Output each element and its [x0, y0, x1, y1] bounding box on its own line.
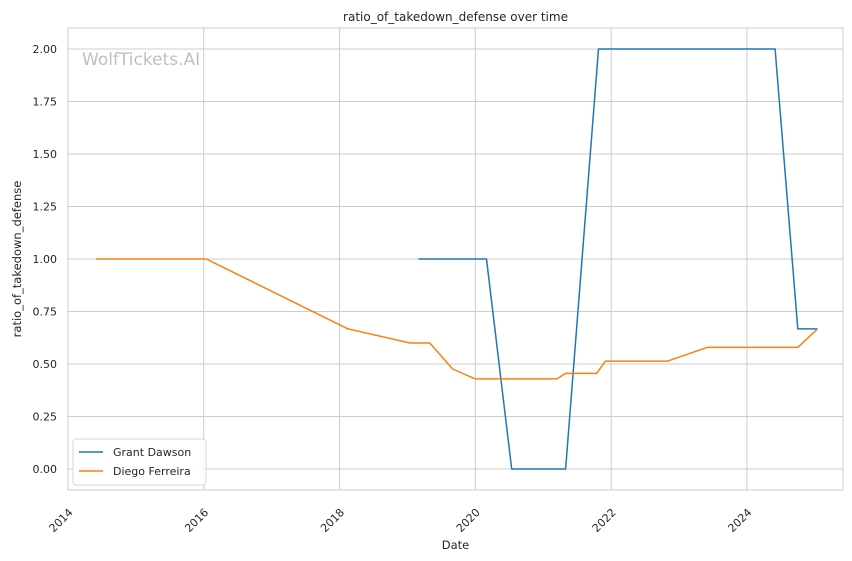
y-tick-label: 0.75 — [33, 306, 58, 319]
series-layer — [96, 48, 819, 470]
x-axis-title: Date — [442, 538, 470, 552]
y-tick-label: 1.00 — [33, 253, 58, 266]
legend-box — [72, 438, 207, 486]
legend: Grant Dawson Diego Ferreira — [72, 438, 207, 486]
series-line-0 — [418, 48, 818, 470]
y-axis-title: ratio_of_takedown_defense — [10, 181, 24, 338]
legend-label: Diego Ferreira — [113, 465, 191, 478]
y-tick-label: 2.00 — [33, 43, 58, 56]
watermark-text: WolfTickets.AI — [82, 50, 200, 70]
y-tick-label: 1.25 — [33, 201, 58, 214]
series-line-1 — [96, 258, 819, 380]
y-tick-label: 0.25 — [33, 411, 58, 424]
y-tick-label: 0.00 — [33, 463, 58, 476]
y-tick-label: 1.75 — [33, 96, 58, 109]
legend-label: Grant Dawson — [113, 446, 191, 459]
chart-title: ratio_of_takedown_defense over time — [343, 10, 568, 24]
y-tick-label: 0.50 — [33, 358, 58, 371]
y-axis-ticks: 0.00 0.25 0.50 0.75 1.00 1.25 1.50 1.75 2.00 — [33, 43, 58, 476]
plot-area-frame — [67, 27, 844, 491]
y-tick-label: 1.50 — [33, 148, 58, 161]
